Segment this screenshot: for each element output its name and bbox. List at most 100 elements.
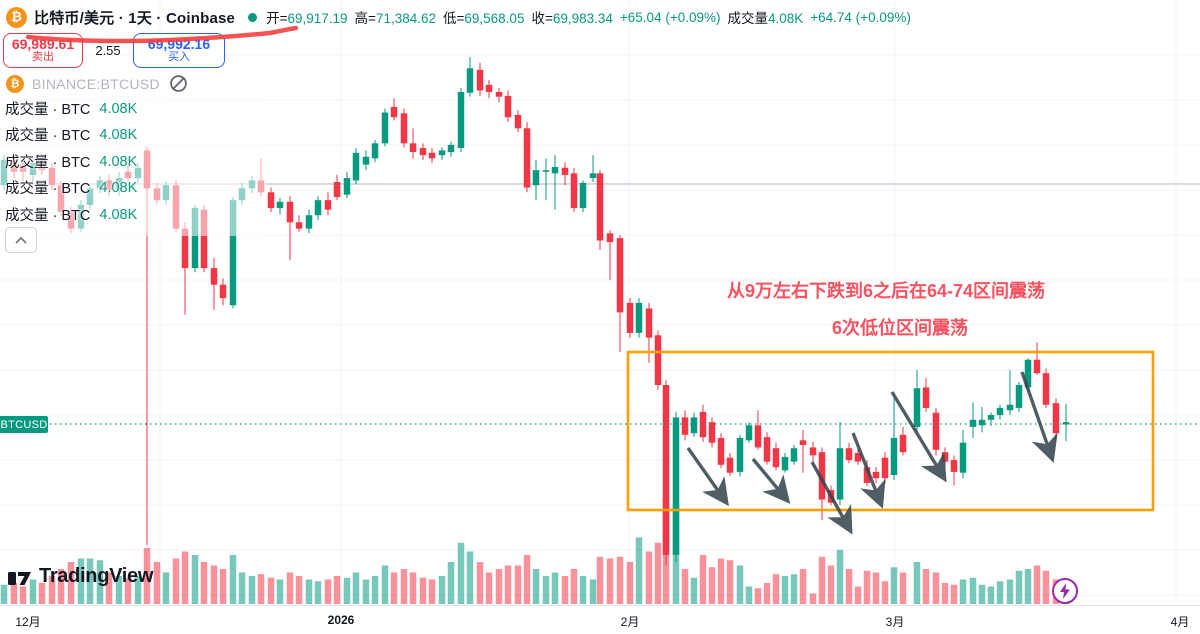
buy-button[interactable]: 69,992.16 买入 <box>133 33 225 68</box>
candle-body <box>854 452 862 462</box>
candle-body <box>466 68 474 93</box>
candle-body <box>872 471 880 479</box>
symbol-title[interactable]: 比特币/美元 · 1天 · Coinbase <box>34 9 236 27</box>
indicator-label: 成交量 · BTC <box>5 128 91 144</box>
volume-bar <box>736 565 744 604</box>
down-arrow-drawing[interactable] <box>1020 371 1058 463</box>
time-axis[interactable]: 12月 2026 2月 3月 4月 <box>0 605 1200 634</box>
volume-bar <box>606 558 614 604</box>
volume-bar <box>286 572 294 604</box>
candle-body <box>362 156 370 165</box>
candle-body <box>400 113 408 144</box>
volume-bar <box>922 569 930 604</box>
candle-body <box>551 167 559 174</box>
volume-bar <box>514 565 522 604</box>
current-price-badge: BTCUSD <box>0 416 48 433</box>
candle-body <box>645 308 653 338</box>
volume-bar <box>699 555 707 604</box>
indicator-row-volume-4[interactable]: 成交量 · BTC 4.08K <box>5 178 137 198</box>
candle-body <box>635 302 643 333</box>
candle-body <box>200 209 208 269</box>
candle-body <box>699 411 707 438</box>
volume-bar <box>542 576 550 604</box>
candle-body <box>561 167 569 175</box>
volume-bar <box>809 593 817 604</box>
candle-body <box>913 388 921 427</box>
down-arrow-drawing[interactable] <box>751 457 791 504</box>
volume-bar <box>390 572 398 604</box>
volume-bar <box>987 586 995 604</box>
volume-bar <box>333 576 341 604</box>
volume-bar <box>257 574 265 604</box>
candle-body <box>504 95 512 118</box>
candle-body <box>371 143 379 159</box>
candle-body <box>305 215 313 229</box>
volume-bar <box>1015 570 1023 604</box>
collapse-indicators-button[interactable] <box>5 227 37 253</box>
down-arrow-drawing[interactable] <box>890 391 947 483</box>
ohlc-low: 低=69,568.05 <box>443 11 525 26</box>
volume-bar <box>708 567 716 604</box>
volume-bar <box>295 576 303 604</box>
compare-symbol-row[interactable]: ₿ BINANCE:BTCUSD <box>6 73 189 94</box>
candle-body <box>616 238 624 313</box>
candle-body <box>542 170 550 172</box>
flash-boost-icon[interactable] <box>1052 578 1078 604</box>
volume-bar <box>854 586 862 604</box>
indicator-row-volume-5[interactable]: 成交量 · BTC 4.08K <box>5 205 137 225</box>
candle-body <box>495 91 503 97</box>
candle-body <box>1033 359 1041 374</box>
volume-bar <box>457 542 465 604</box>
candle-body <box>1052 403 1060 434</box>
candle-body <box>314 200 322 216</box>
eye-hidden-icon[interactable] <box>168 73 189 94</box>
candle-body <box>959 442 967 473</box>
indicator-label: 成交量 · BTC <box>5 155 91 171</box>
volume-bar <box>863 570 871 604</box>
volume-bar <box>978 584 986 604</box>
candle-body <box>1015 385 1023 408</box>
volume-bar <box>635 537 643 604</box>
down-arrow-drawing[interactable] <box>851 432 886 509</box>
indicator-label: 成交量 · BTC <box>5 181 91 197</box>
candle-body <box>818 452 826 500</box>
indicator-row-volume-1[interactable]: 成交量 · BTC 4.08K <box>5 99 137 119</box>
volume-bar <box>772 574 780 604</box>
lightning-bolt-icon <box>1060 583 1070 599</box>
order-panel: 69,989.61 卖出 2.55 69,992.16 买入 <box>3 33 225 68</box>
spread-value: 2.55 <box>95 43 121 58</box>
range-box-drawing[interactable] <box>626 350 1155 512</box>
volume-bar <box>570 569 578 604</box>
indicator-value: 4.08K <box>99 126 138 143</box>
volume-bar <box>19 586 27 604</box>
volume-bar <box>645 551 653 604</box>
candle-body <box>267 192 275 209</box>
volume-bar <box>105 572 113 604</box>
indicator-row-volume-2[interactable]: 成交量 · BTC 4.08K <box>5 125 138 145</box>
volume-bar <box>352 572 360 604</box>
candle-body <box>626 302 634 333</box>
candle-body <box>790 448 798 462</box>
candle-body <box>736 437 744 472</box>
candle-body <box>987 415 995 420</box>
buy-label: 买入 <box>168 51 190 64</box>
candle-body <box>708 422 716 443</box>
down-arrow-drawing[interactable] <box>686 447 729 507</box>
volume-bar <box>596 556 604 604</box>
candle-body <box>969 419 977 427</box>
volume-bar <box>1024 569 1032 604</box>
volume-bar <box>913 562 921 604</box>
down-arrow-drawing[interactable] <box>810 461 853 535</box>
candle-body <box>606 233 614 243</box>
candle-body <box>295 222 303 229</box>
volume-bar <box>899 572 907 604</box>
indicator-row-volume-3[interactable]: 成交量 · BTC 4.08K <box>5 152 137 172</box>
tradingview-mark-icon <box>8 572 31 585</box>
tradingview-logo[interactable]: TradingView <box>6 563 153 590</box>
candle-body <box>419 148 427 156</box>
sell-button[interactable]: 69,989.61 卖出 <box>3 33 83 68</box>
candle-body <box>845 448 853 461</box>
volume-bar <box>745 586 753 604</box>
volume-bar <box>763 583 771 604</box>
